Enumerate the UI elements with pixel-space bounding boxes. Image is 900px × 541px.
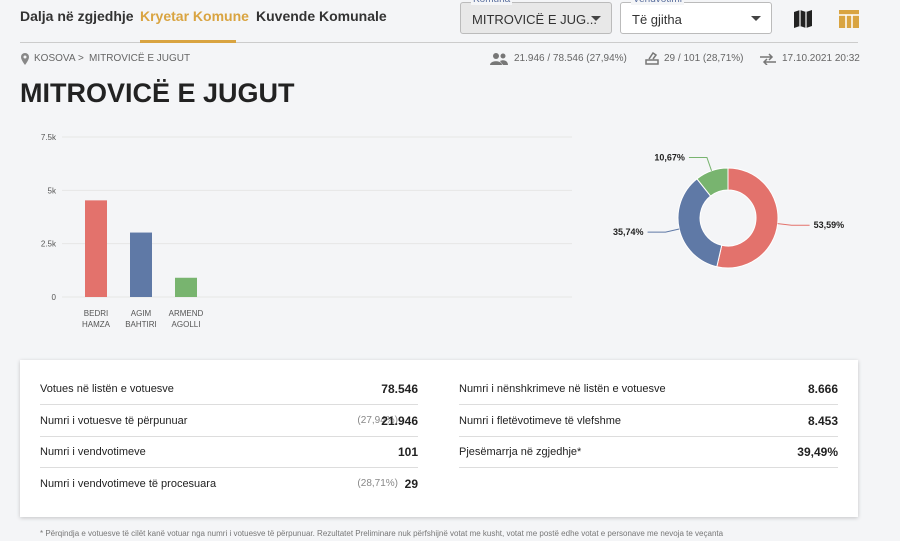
- sync-icon: [760, 53, 776, 65]
- select-label: Vendvotimi: [631, 0, 684, 5]
- y-tick-label: 2.5k: [41, 240, 57, 249]
- stats-label: Numri i vendvotimeve: [40, 446, 146, 458]
- select-value: MITROVICË E JUG...: [472, 12, 597, 27]
- donut-segment: [696, 167, 729, 197]
- donut-segment: [677, 178, 723, 268]
- stats-pct: (27,94%): [357, 414, 398, 426]
- stats-row: Numri i vendvotimeve të procesuara (28,71…: [40, 468, 418, 499]
- stats-pct: (28,71%): [357, 477, 398, 489]
- footnote: * Përqindja e votuesve të cilët kanë vot…: [40, 529, 724, 538]
- table-icon[interactable]: [838, 8, 860, 30]
- stats-row: Numri i fletëvotimeve të vlefshme 8.453: [459, 405, 838, 437]
- bar: [130, 232, 152, 297]
- stats-row: Numri i vendvotimeve 101: [40, 436, 418, 468]
- nav-divider: [20, 42, 858, 43]
- stats-value: 8.666: [807, 382, 838, 396]
- bar: [175, 277, 197, 297]
- stats-label: Numri i vendvotimeve të procesuara: [40, 477, 217, 490]
- stats-value: 29: [404, 476, 418, 491]
- stats-value: 39,49%: [797, 445, 838, 459]
- donut-label: 53,59%: [814, 220, 845, 230]
- nav-tab[interactable]: Kuvende Komunale: [256, 8, 387, 24]
- donut-label: 10,67%: [654, 153, 685, 163]
- select[interactable]: Vendvotimi Të gjitha: [620, 0, 772, 34]
- stats-row: Numri i votuesve të përpunuar (27,94%) 21.…: [40, 405, 418, 437]
- leader-line: [647, 228, 680, 233]
- summary-stat: 17.10.2021 20:32: [782, 53, 860, 64]
- y-tick-label: 5k: [48, 186, 57, 195]
- people-icon: [490, 53, 508, 65]
- stats-label: Numri i votuesve të përpunuar: [40, 414, 188, 427]
- breadcrumb-item: KOSOVA: [34, 53, 76, 64]
- bar: [85, 200, 107, 297]
- page-title: MITROVICË E JUGUT: [20, 78, 295, 108]
- stats-row: Votues në listën e votuesve 78.546: [40, 373, 418, 405]
- donut-segment: [716, 167, 779, 269]
- select-arrow: [591, 16, 601, 21]
- nav-tab[interactable]: Dalja në zgjedhje: [20, 8, 134, 24]
- pin-icon: [21, 53, 29, 65]
- select-value: Të gjitha: [632, 12, 682, 27]
- select[interactable]: Komuna MITROVICË E JUG...: [460, 0, 612, 34]
- y-tick-label: 7.5k: [41, 133, 57, 142]
- select-label: Komuna: [471, 0, 513, 5]
- stats-panel: Votues në listën e votuesve 78.546 Numri i…: [20, 360, 858, 517]
- stats-label: Pjesëmarrja në zgjedhje*: [459, 446, 582, 458]
- x-tick-label: ARMEND AGOLLI: [168, 309, 204, 329]
- y-tick-label: 0: [52, 293, 57, 302]
- stats-row: Pjesëmarrja në zgjedhje* 39,49%: [459, 436, 838, 468]
- summary-stat: 21.946 / 78.546 (27,94%): [514, 53, 627, 64]
- x-tick-label: BEDRI HAMZA: [82, 309, 110, 329]
- summary-stat: 29 / 101 (28,71%): [664, 53, 744, 64]
- stats-row: Numri i nënshkrimeve në listën e votuesv…: [459, 373, 838, 405]
- leader-line: [777, 223, 810, 226]
- stats-value: 21.946: [381, 413, 418, 428]
- breadcrumb-item: >: [78, 53, 84, 64]
- active-underline: [140, 40, 236, 43]
- nav-tab[interactable]: Kryetar Komune: [140, 8, 249, 24]
- stats-label: Votues në listën e votuesve: [40, 383, 174, 395]
- charts: 0 2.5k 5k 7.5k 53,59% 35,74% 10,67%: [41, 133, 845, 302]
- stats-value: 78.546: [381, 382, 418, 396]
- ballot-icon: [645, 52, 659, 65]
- stats-label: Numri i fletëvotimeve të vlefshme: [459, 414, 621, 427]
- breadcrumb-item: MITROVICË E JUGUT: [89, 53, 191, 64]
- stats-value: 101: [397, 445, 418, 459]
- map-icon[interactable]: [792, 8, 814, 30]
- stats-value: 8.453: [807, 413, 838, 428]
- leader-line: [688, 157, 713, 171]
- x-tick-label: AGIM BAHTIRI: [125, 309, 157, 329]
- select-arrow: [751, 16, 761, 21]
- donut-label: 35,74%: [613, 227, 644, 237]
- stats-label: Numri i nënshkrimeve në listën e votuesv…: [459, 383, 666, 395]
